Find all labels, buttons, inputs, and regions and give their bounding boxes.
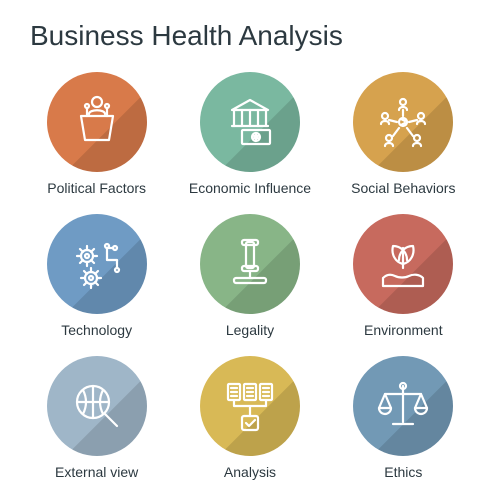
label-technology: Technology	[61, 322, 132, 338]
page-title: Business Health Analysis	[30, 20, 470, 52]
cell-external: External view	[30, 356, 163, 480]
gavel-icon	[220, 234, 280, 294]
podium-speaker-icon	[67, 92, 127, 152]
gears-icon	[67, 234, 127, 294]
circle-external	[47, 356, 147, 456]
magnifier-globe-icon	[67, 376, 127, 436]
documents-check-icon	[220, 376, 280, 436]
label-analysis: Analysis	[224, 464, 276, 480]
bank-money-icon	[220, 92, 280, 152]
circle-ethics	[353, 356, 453, 456]
circle-economic	[200, 72, 300, 172]
cell-political: Political Factors	[30, 72, 163, 196]
cell-environment: Environment	[337, 214, 470, 338]
label-ethics: Ethics	[384, 464, 422, 480]
icon-grid: Political Factors Economic Influence	[30, 72, 470, 480]
label-legality: Legality	[226, 322, 274, 338]
label-political: Political Factors	[47, 180, 146, 196]
circle-environment	[353, 214, 453, 314]
cell-ethics: Ethics	[337, 356, 470, 480]
cell-technology: Technology	[30, 214, 163, 338]
label-economic: Economic Influence	[189, 180, 311, 196]
circle-technology	[47, 214, 147, 314]
cell-social: Social Behaviors	[337, 72, 470, 196]
people-network-icon	[373, 92, 433, 152]
balance-scales-icon	[373, 376, 433, 436]
label-external: External view	[55, 464, 138, 480]
hand-leaf-icon	[373, 234, 433, 294]
label-environment: Environment	[364, 322, 443, 338]
circle-analysis	[200, 356, 300, 456]
cell-economic: Economic Influence	[183, 72, 316, 196]
circle-political	[47, 72, 147, 172]
circle-social	[353, 72, 453, 172]
label-social: Social Behaviors	[351, 180, 455, 196]
cell-analysis: Analysis	[183, 356, 316, 480]
circle-legality	[200, 214, 300, 314]
cell-legality: Legality	[183, 214, 316, 338]
